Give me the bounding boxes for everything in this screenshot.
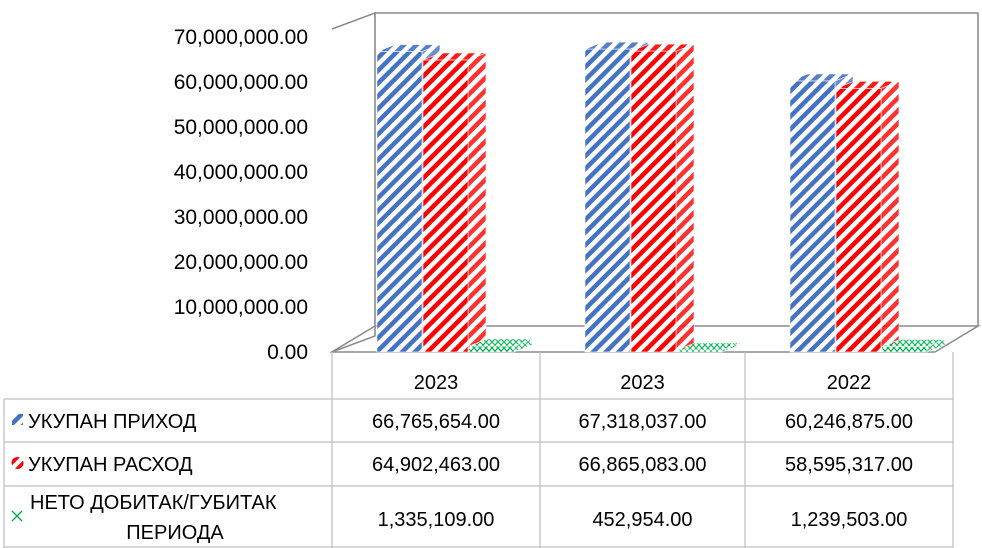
legend-key-prihod: [12, 414, 23, 425]
legend-key-swatch: [12, 414, 23, 425]
x-tick-label: 2022: [827, 372, 872, 394]
bar-s1-c0: [422, 52, 487, 353]
bar-s1-c1: [630, 43, 695, 353]
bar-front: [630, 50, 677, 353]
bar-front: [376, 51, 423, 353]
bar-front: [881, 346, 928, 353]
bar-side: [467, 52, 487, 353]
row-label-neto-line2: ПЕРИОДА: [126, 522, 224, 544]
legend-key-neto: [11, 510, 23, 522]
y-tick-label: 50,000,000.00: [174, 116, 308, 139]
row-label-neto-line1: НЕТО ДОБИТАК/ГУБИТАК: [30, 492, 277, 514]
bar-s2-c2: [881, 338, 946, 353]
x-tick-label: 2023: [414, 372, 459, 394]
bars: [376, 41, 946, 353]
y-tick-label: 10,000,000.00: [174, 296, 308, 319]
y-tick-label: 30,000,000.00: [174, 206, 308, 229]
bar-top: [584, 41, 649, 50]
bar-top: [376, 44, 441, 52]
y-tick-label: 60,000,000.00: [174, 71, 308, 94]
bar-front: [584, 48, 631, 353]
y-tick-label: 0.00: [267, 341, 308, 364]
bar-top: [468, 338, 533, 347]
data-label: 66,765,654.00: [372, 411, 500, 433]
bar-front: [835, 88, 882, 353]
bar-front: [422, 59, 469, 353]
row-label-prihod: УКУПАН ПРИХОД: [28, 411, 197, 433]
bar-top: [835, 81, 900, 89]
bar-top: [789, 73, 854, 82]
data-label: 1,335,109.00: [378, 509, 495, 531]
y-tick-label: 40,000,000.00: [174, 161, 308, 184]
y-tick-label: 20,000,000.00: [174, 251, 308, 274]
legend-key-swatch: [11, 457, 24, 469]
bar-side: [675, 43, 695, 353]
legend-key-rashod: [11, 457, 24, 469]
bar-side: [880, 80, 900, 353]
bar-s2-c0: [468, 338, 533, 353]
data-label: 60,246,875.00: [785, 411, 913, 433]
back-wall: [375, 12, 979, 326]
bar-s1-c2: [835, 80, 900, 353]
y-axis: 0.00 10,000,000.00 20,000,000.00 30,000,000…: [174, 26, 308, 364]
bar-front: [676, 349, 723, 353]
data-label: 66,865,083.00: [579, 454, 707, 476]
bar-top: [881, 339, 946, 347]
data-label: 67,318,037.00: [579, 411, 707, 433]
data-label: 452,954.00: [592, 509, 692, 531]
bar-top: [630, 43, 695, 52]
bar-s2-c1: [676, 342, 741, 353]
floor: [329, 325, 981, 353]
row-label-rashod: УКУПАН РАСХОД: [28, 454, 193, 476]
data-label: 58,595,317.00: [785, 454, 913, 476]
data-table: 2023 2023 2022 УКУПАН ПРИХОД УКУПАН РАСХОД НЕ…: [3, 352, 954, 548]
bar-top: [422, 52, 487, 61]
data-label: 64,902,463.00: [372, 454, 500, 476]
bar-top: [676, 342, 741, 351]
bar-front: [468, 345, 515, 353]
plot-walls: [329, 11, 981, 353]
data-label: 1,239,503.00: [791, 509, 908, 531]
side-wall: [331, 11, 376, 353]
x-tick-label: 2023: [620, 372, 665, 394]
bar-front: [789, 80, 836, 353]
y-tick-label: 70,000,000.00: [174, 26, 308, 49]
legend-key-swatch: [11, 510, 23, 522]
